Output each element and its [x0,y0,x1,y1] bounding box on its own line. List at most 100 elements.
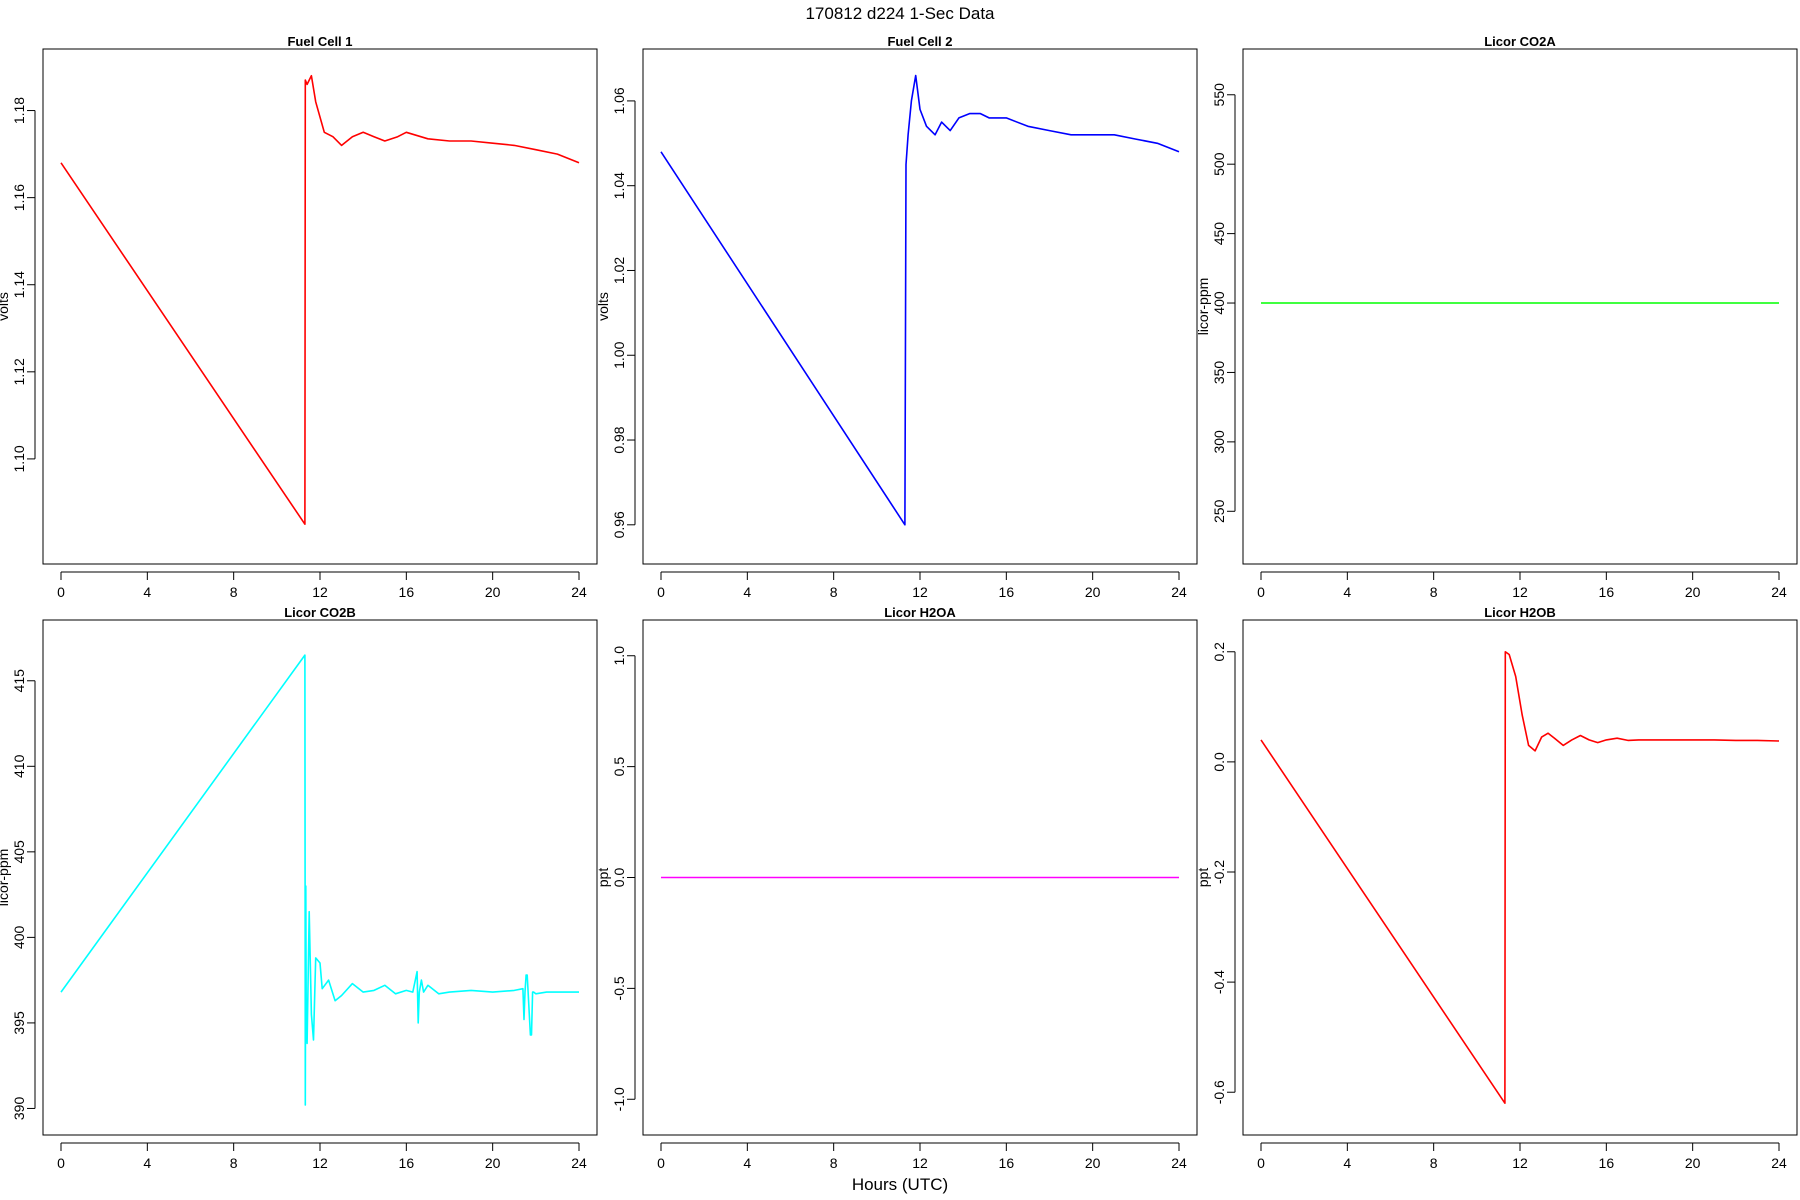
y-tick-label: 450 [1211,222,1227,246]
y-axis: -1.0 -0.5 0.0 0.5 1.0 [611,646,636,1111]
x-tick-label: 24 [571,584,587,600]
y-tick-label: -0.6 [1211,1080,1227,1104]
y-axis-label: ppt [595,868,611,888]
x-axis: 0 4 8 12 16 20 24 [657,571,1187,600]
y-axis: 390 395 400 405 410 415 [11,669,36,1121]
y-axis-label: volts [0,292,11,321]
panel-licor-co2a: Licor CO2A licor-ppm 0 4 8 12 16 20 24 250 300 350 4… [1195,34,1798,600]
x-tick-label: 20 [1085,1155,1101,1171]
x-tick-label: 0 [1257,1155,1265,1171]
y-tick-label: 1.02 [611,257,627,284]
y-tick-label: 390 [11,1097,27,1121]
plot-frame [42,619,598,1136]
y-tick-label: -0.5 [611,976,627,1000]
x-axis: 0 4 8 12 16 20 24 [1257,571,1787,600]
plot-frame [642,48,1198,565]
y-tick-label: 250 [1211,499,1227,523]
plot-frame [42,48,598,565]
y-tick-label: 1.04 [611,172,627,199]
x-tick-label: 0 [57,1155,65,1171]
panel-licor-h2ob: Licor H2OB ppt 0 4 8 12 16 20 24 -0.6 -0.4 -0.2 0.0 0… [1195,605,1798,1171]
x-tick-label: 4 [1343,1155,1351,1171]
x-axis: 0 4 8 12 16 20 24 [57,571,587,600]
x-tick-label: 24 [1771,1155,1787,1171]
x-tick-label: 24 [1171,584,1187,600]
y-tick-label: 395 [11,1011,27,1035]
y-tick-label: 1.18 [11,97,27,124]
y-tick-label: 1.06 [611,87,627,114]
figure-title: 170812 d224 1-Sec Data [805,4,995,23]
x-tick-label: 12 [312,584,328,600]
x-tick-label: 4 [743,1155,751,1171]
y-tick-label: 410 [11,754,27,778]
y-tick-label: 0.98 [611,426,627,453]
x-axis: 0 4 8 12 16 20 24 [1257,1142,1787,1171]
panel-fuel-cell-2: Fuel Cell 2 volts 0 4 8 12 16 20 24 0.96 0.98 1.00 1… [595,34,1198,600]
x-tick-label: 12 [1512,1155,1528,1171]
series-line [660,74,1180,526]
x-axis: 0 4 8 12 16 20 24 [57,1142,587,1171]
x-tick-label: 20 [485,584,501,600]
plot-frame [1242,619,1798,1136]
x-tick-label: 16 [1599,1155,1615,1171]
y-axis: -0.6 -0.4 -0.2 0.0 0.2 [1211,642,1236,1104]
y-tick-label: 1.16 [11,184,27,211]
y-tick-label: 1.14 [11,271,27,298]
y-tick-label: 550 [1211,83,1227,107]
panel-title: Licor CO2A [1484,34,1556,49]
x-tick-label: 12 [312,1155,328,1171]
x-tick-label: 16 [999,584,1015,600]
x-tick-label: 16 [1599,584,1615,600]
x-tick-label: 20 [1685,1155,1701,1171]
panel-title: Licor H2OB [1484,605,1556,620]
x-tick-label: 4 [743,584,751,600]
y-tick-label: 350 [1211,361,1227,385]
y-axis: 250 300 350 400 450 500 550 [1211,83,1236,523]
plot-frame [642,619,1198,1136]
x-tick-label: 4 [143,1155,151,1171]
y-axis: 0.96 0.98 1.00 1.02 1.04 1.06 [611,87,636,538]
x-tick-label: 16 [399,1155,415,1171]
panel-title: Licor CO2B [284,605,356,620]
y-tick-label: 0.96 [611,511,627,538]
y-tick-label: 400 [11,925,27,949]
x-tick-label: 8 [1430,1155,1438,1171]
y-tick-label: 1.12 [11,358,27,385]
x-tick-label: 8 [230,584,238,600]
x-tick-label: 24 [571,1155,587,1171]
y-tick-label: 1.0 [611,646,627,666]
figure-xlabel: Hours (UTC) [852,1175,948,1194]
x-tick-label: 0 [657,584,665,600]
series-line [60,74,580,526]
panel-licor-h2oa: Licor H2OA ppt 0 4 8 12 16 20 24 -1.0 -0.5 0.0 0.5 1.… [595,605,1198,1171]
y-tick-label: 415 [11,669,27,693]
y-tick-label: 0.0 [611,868,627,888]
x-tick-label: 12 [912,1155,928,1171]
y-tick-label: 0.2 [1211,642,1227,662]
y-tick-label: -1.0 [611,1087,627,1111]
x-tick-label: 24 [1771,584,1787,600]
x-tick-label: 4 [1343,584,1351,600]
x-tick-label: 4 [143,584,151,600]
series-line [1260,650,1780,1104]
x-tick-label: 20 [1085,584,1101,600]
y-tick-label: 500 [1211,152,1227,176]
y-tick-label: 300 [1211,430,1227,454]
x-axis: 0 4 8 12 16 20 24 [657,1142,1187,1171]
y-tick-label: 405 [11,840,27,864]
x-tick-label: 16 [999,1155,1015,1171]
y-axis-label: licor-ppm [1195,278,1211,336]
y-axis-label: volts [595,292,611,321]
x-tick-label: 0 [657,1155,665,1171]
x-tick-label: 8 [1430,584,1438,600]
panel-title: Fuel Cell 1 [287,34,352,49]
panel-title: Licor H2OA [884,605,956,620]
series-line [60,654,579,1106]
x-tick-label: 12 [1512,584,1528,600]
x-tick-label: 20 [1685,584,1701,600]
x-tick-label: 0 [57,584,65,600]
y-axis: 1.10 1.12 1.14 1.16 1.18 [11,97,36,473]
